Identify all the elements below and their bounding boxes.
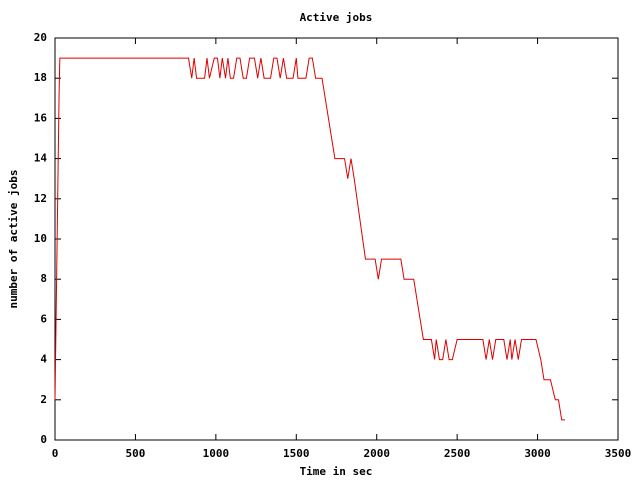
x-tick-label: 3000 <box>524 447 551 460</box>
x-tick-label: 1500 <box>283 447 310 460</box>
plot-frame <box>54 37 619 441</box>
y-tick-label: 4 <box>40 353 47 366</box>
x-tick-label: 1000 <box>203 447 230 460</box>
y-tick-label: 2 <box>40 393 47 406</box>
y-tick-label: 18 <box>34 71 47 84</box>
x-axis-label: Time in sec <box>300 465 373 478</box>
x-tick-label: 0 <box>52 447 59 460</box>
y-tick-label: 16 <box>34 111 48 124</box>
data-line <box>54 57 565 421</box>
y-tick-label: 20 <box>34 31 47 44</box>
chart-title: Active jobs <box>300 11 373 24</box>
x-tick-label: 2500 <box>444 447 471 460</box>
y-tick-label: 12 <box>34 192 47 205</box>
y-tick-label: 6 <box>40 312 47 325</box>
y-axis-label: number of active jobs <box>7 169 20 308</box>
y-tick-label: 8 <box>40 272 47 285</box>
x-tick-label: 2000 <box>363 447 390 460</box>
y-tick-label: 10 <box>34 232 47 245</box>
y-tick-label: 14 <box>34 152 48 165</box>
x-tick-label: 500 <box>125 447 145 460</box>
y-tick-label: 0 <box>40 433 47 446</box>
x-tick-label: 3500 <box>605 447 632 460</box>
